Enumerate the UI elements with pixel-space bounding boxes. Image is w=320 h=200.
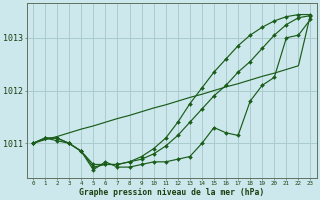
X-axis label: Graphe pression niveau de la mer (hPa): Graphe pression niveau de la mer (hPa) [79,188,264,197]
